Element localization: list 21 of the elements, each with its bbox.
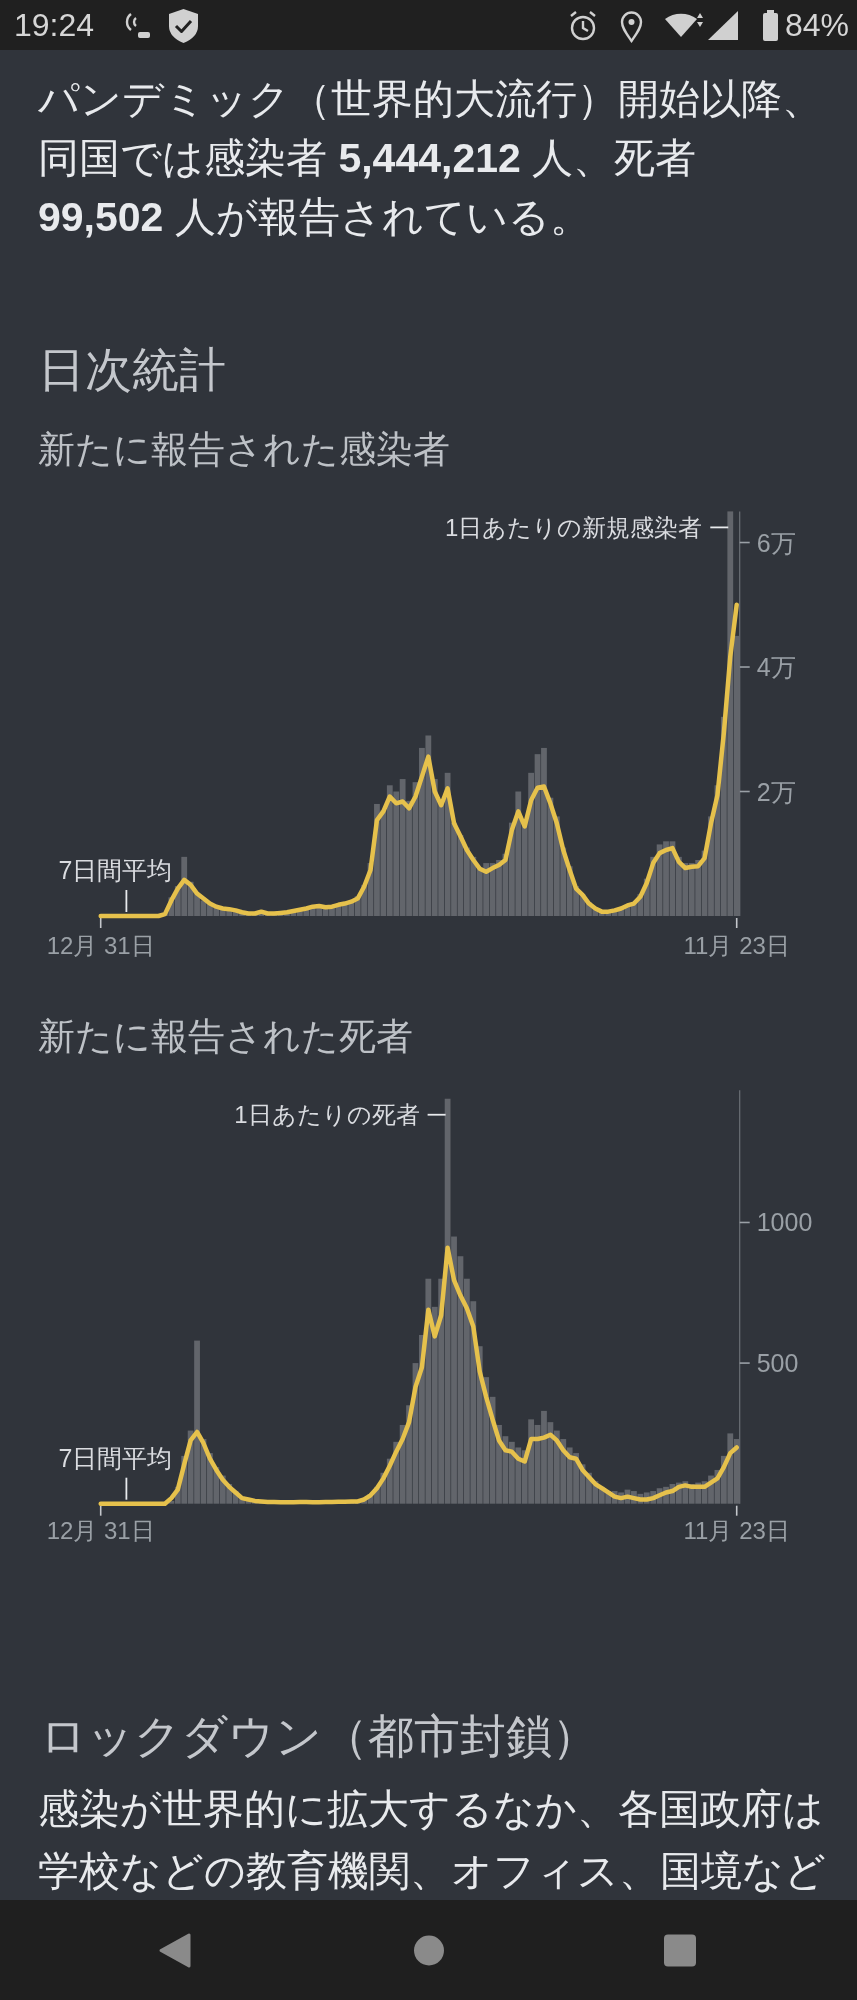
series-label: 7日間平均 [58, 856, 173, 884]
y-tick-label: 6万 [756, 528, 796, 557]
x-tick-label: 12月 31日 [46, 931, 155, 959]
chart-title: 日次統計 [38, 342, 226, 396]
text: 84% [784, 7, 849, 43]
chart-title: 新たに報告された死者 [38, 1015, 413, 1057]
chart-subtitle: 新たに報告された感染者 [38, 428, 450, 470]
text: 19:24 [14, 7, 95, 43]
series-label: 7日間平均 [58, 1443, 173, 1472]
text: 感染が世界的に拡大するなか、各国政府は学校などの教育機関、オフィス、国境など [38, 1785, 827, 1896]
text: ロックダウン（都市封鎖） [40, 1710, 598, 1762]
text: パンデミック（世界的大流行）開始以降、同国では感染者 5,444,212 人、死者 99,502 人が報告されている。 [38, 75, 823, 240]
y-tick-label: 2万 [756, 777, 796, 806]
x-tick-label: 11月 23日 [683, 931, 790, 959]
y-tick-label: 4万 [756, 653, 796, 682]
x-tick-label: 12月 31日 [46, 1516, 155, 1544]
series-label: 1日あたりの死者 [234, 1101, 420, 1129]
y-tick-label: 1000 [756, 1208, 813, 1237]
series-label: 1日あたりの新規感染者 [444, 513, 703, 541]
y-tick-label: 500 [756, 1349, 799, 1378]
x-tick-label: 11月 23日 [683, 1516, 790, 1544]
